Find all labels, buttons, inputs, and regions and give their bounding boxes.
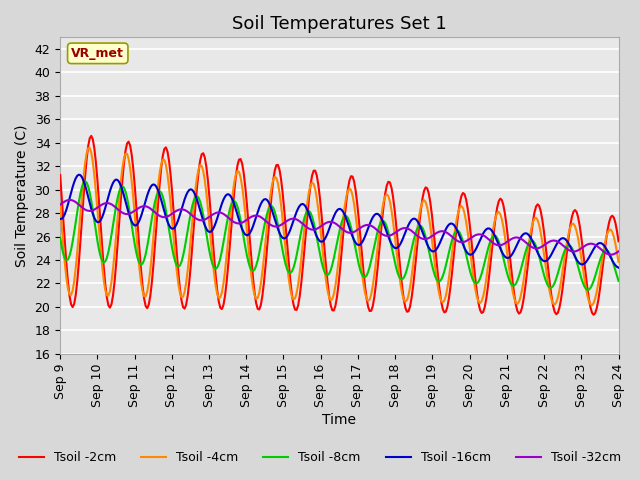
Tsoil -4cm — [302, 211, 310, 217]
Tsoil -4cm — [588, 302, 596, 308]
Y-axis label: Soil Temperature (C): Soil Temperature (C) — [15, 124, 29, 267]
Tsoil -4cm — [224, 237, 232, 243]
Line: Tsoil -16cm: Tsoil -16cm — [60, 175, 618, 268]
Tsoil -4cm — [614, 259, 622, 264]
Tsoil -2cm — [302, 228, 310, 234]
Tsoil -4cm — [86, 145, 93, 151]
Tsoil -4cm — [243, 227, 251, 233]
Tsoil -8cm — [243, 252, 251, 258]
Tsoil -32cm — [126, 211, 134, 216]
Tsoil -2cm — [252, 300, 260, 306]
Tsoil -16cm — [75, 172, 83, 178]
Tsoil -4cm — [252, 296, 260, 301]
Tsoil -16cm — [56, 216, 64, 222]
Tsoil -8cm — [302, 211, 310, 216]
Tsoil -8cm — [584, 287, 591, 293]
Tsoil -2cm — [224, 263, 232, 269]
Tsoil -32cm — [66, 197, 74, 203]
Tsoil -32cm — [302, 224, 310, 229]
Tsoil -16cm — [614, 265, 622, 271]
Tsoil -16cm — [243, 232, 251, 238]
Tsoil -16cm — [302, 204, 310, 210]
Tsoil -32cm — [607, 252, 614, 258]
Tsoil -32cm — [252, 213, 260, 218]
Tsoil -32cm — [243, 217, 251, 223]
Line: Tsoil -32cm: Tsoil -32cm — [60, 200, 618, 255]
Tsoil -8cm — [614, 278, 622, 284]
Line: Tsoil -2cm: Tsoil -2cm — [60, 136, 618, 315]
Tsoil -8cm — [56, 235, 64, 240]
Line: Tsoil -8cm: Tsoil -8cm — [60, 181, 618, 290]
Tsoil -32cm — [56, 202, 64, 207]
Tsoil -2cm — [614, 239, 622, 244]
Tsoil -2cm — [126, 143, 134, 148]
Tsoil -8cm — [587, 285, 595, 291]
Tsoil -4cm — [56, 203, 64, 209]
Tsoil -8cm — [224, 214, 232, 219]
Tsoil -2cm — [88, 133, 95, 139]
Legend: Tsoil -2cm, Tsoil -4cm, Tsoil -8cm, Tsoil -16cm, Tsoil -32cm: Tsoil -2cm, Tsoil -4cm, Tsoil -8cm, Tsoi… — [14, 446, 626, 469]
Title: Soil Temperatures Set 1: Soil Temperatures Set 1 — [232, 15, 447, 33]
Tsoil -4cm — [126, 165, 134, 171]
X-axis label: Time: Time — [323, 413, 356, 427]
Tsoil -8cm — [126, 212, 134, 218]
Tsoil -2cm — [590, 312, 598, 318]
Tsoil -2cm — [585, 296, 593, 302]
Tsoil -2cm — [56, 172, 64, 178]
Tsoil -32cm — [585, 241, 593, 247]
Tsoil -32cm — [224, 215, 232, 220]
Tsoil -16cm — [126, 215, 134, 221]
Tsoil -4cm — [585, 299, 593, 304]
Tsoil -32cm — [614, 249, 622, 254]
Text: VR_met: VR_met — [71, 47, 124, 60]
Tsoil -2cm — [243, 200, 251, 206]
Tsoil -16cm — [224, 192, 232, 197]
Tsoil -16cm — [252, 214, 260, 220]
Tsoil -8cm — [81, 179, 89, 184]
Tsoil -16cm — [585, 255, 593, 261]
Line: Tsoil -4cm: Tsoil -4cm — [60, 148, 618, 305]
Tsoil -8cm — [252, 263, 260, 269]
